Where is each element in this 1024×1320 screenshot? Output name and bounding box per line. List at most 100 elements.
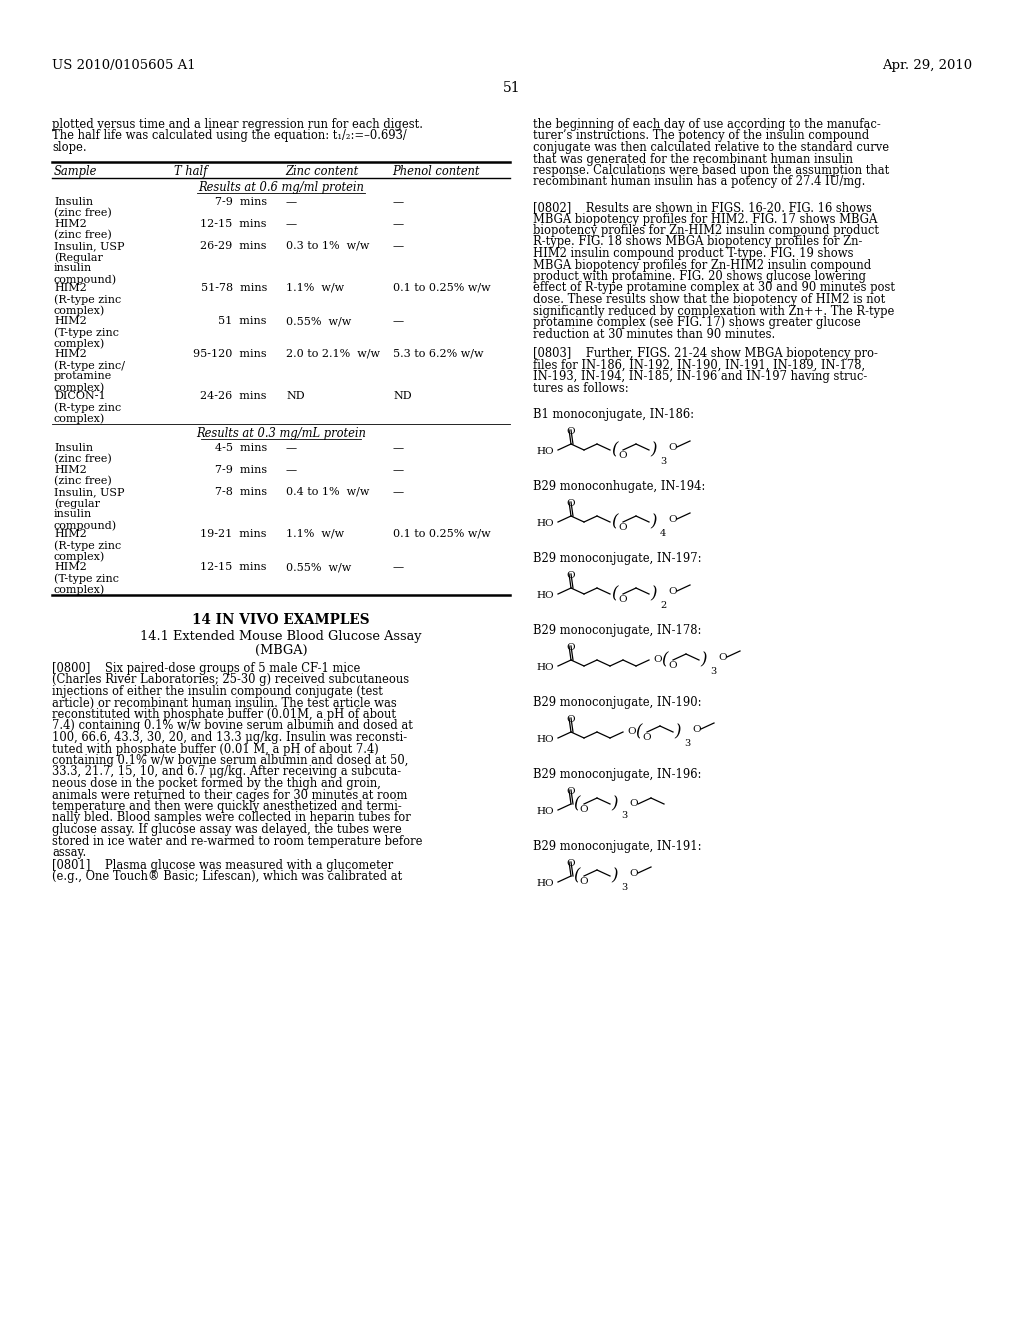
Text: 1.1%  w/w: 1.1% w/w [286,529,344,539]
Text: 24-26  mins: 24-26 mins [201,391,267,401]
Text: [0802]    Results are shown in FIGS. 16-20. FIG. 16 shows: [0802] Results are shown in FIGS. 16-20.… [534,201,871,214]
Text: (: ( [636,723,642,741]
Text: compound): compound) [54,520,117,531]
Text: containing 0.1% w/w bovine serum albumin and dosed at 50,: containing 0.1% w/w bovine serum albumin… [52,754,409,767]
Text: (: ( [611,441,618,458]
Text: —: — [393,465,404,475]
Text: ND: ND [393,391,412,401]
Text: (T-type zinc: (T-type zinc [54,327,119,338]
Text: assay.: assay. [52,846,86,859]
Text: insulin: insulin [54,263,92,273]
Text: Insulin, USP: Insulin, USP [54,242,125,251]
Text: —: — [393,562,404,572]
Text: 3: 3 [684,739,690,748]
Text: Apr. 29, 2010: Apr. 29, 2010 [882,59,972,73]
Text: B29 monoconjugate, IN-178:: B29 monoconjugate, IN-178: [534,624,701,638]
Text: B29 monoconjugate, IN-196:: B29 monoconjugate, IN-196: [534,768,701,781]
Text: complex): complex) [54,413,105,424]
Text: stored in ice water and re-warmed to room temperature before: stored in ice water and re-warmed to roo… [52,834,423,847]
Text: O: O [618,450,628,459]
Text: HO: HO [537,808,554,817]
Text: IN-193, IN-194, IN-185, IN-196 and IN-197 having struc-: IN-193, IN-194, IN-185, IN-196 and IN-19… [534,370,867,383]
Text: 0.3 to 1%  w/w: 0.3 to 1% w/w [286,242,370,251]
Text: injections of either the insulin compound conjugate (test: injections of either the insulin compoun… [52,685,383,698]
Text: 0.1 to 0.25% w/w: 0.1 to 0.25% w/w [393,282,490,293]
Text: 0.55%  w/w: 0.55% w/w [286,562,351,572]
Text: HIM2: HIM2 [54,529,87,539]
Text: (Charles River Laboratories; 25-30 g) received subcutaneous: (Charles River Laboratories; 25-30 g) re… [52,673,410,686]
Text: 19-21  mins: 19-21 mins [201,529,267,539]
Text: —: — [286,219,297,228]
Text: turer’s instructions. The potency of the insulin compound: turer’s instructions. The potency of the… [534,129,869,143]
Text: —: — [393,444,404,453]
Text: (: ( [572,796,580,813]
Text: B29 monoconhugate, IN-194:: B29 monoconhugate, IN-194: [534,480,706,492]
Text: 51: 51 [503,81,521,95]
Text: O: O [580,804,589,813]
Text: 1.1%  w/w: 1.1% w/w [286,282,344,293]
Text: (zinc free): (zinc free) [54,477,112,486]
Text: [0803]    Further, FIGS. 21-24 show MBGA biopotency pro-: [0803] Further, FIGS. 21-24 show MBGA bi… [534,347,878,360]
Text: 4-5  mins: 4-5 mins [215,444,267,453]
Text: O: O [618,523,628,532]
Text: (zinc free): (zinc free) [54,230,112,240]
Text: 0.4 to 1%  w/w: 0.4 to 1% w/w [286,487,370,498]
Text: ): ) [611,796,618,813]
Text: 3: 3 [710,667,716,676]
Text: ): ) [650,586,657,602]
Text: (R-type zinc/: (R-type zinc/ [54,360,125,371]
Text: O: O [668,515,677,524]
Text: recombinant human insulin has a potency of 27.4 IU/mg.: recombinant human insulin has a potency … [534,176,865,189]
Text: Sample: Sample [54,165,97,178]
Text: The half life was calculated using the equation: t₁/₂:=–0.693/: The half life was calculated using the e… [52,129,407,143]
Text: Results at 0.6 mg/ml protein: Results at 0.6 mg/ml protein [198,181,364,194]
Text: complex): complex) [54,338,105,348]
Text: the beginning of each day of use according to the manufac-: the beginning of each day of use accordi… [534,117,881,131]
Text: (: ( [662,652,669,668]
Text: O: O [669,660,677,669]
Text: 2.0 to 2.1%  w/w: 2.0 to 2.1% w/w [286,348,380,359]
Text: 7.4) containing 0.1% w/w bovine serum albumin and dosed at: 7.4) containing 0.1% w/w bovine serum al… [52,719,413,733]
Text: O: O [566,572,575,579]
Text: ): ) [650,513,657,531]
Text: HO: HO [537,879,554,888]
Text: O: O [566,426,575,436]
Text: O: O [692,725,700,734]
Text: animals were returned to their cages for 30 minutes at room: animals were returned to their cages for… [52,788,408,801]
Text: (T-type zinc: (T-type zinc [54,573,119,583]
Text: neous dose in the pocket formed by the thigh and groin,: neous dose in the pocket formed by the t… [52,777,381,789]
Text: B29 monoconjugate, IN-197:: B29 monoconjugate, IN-197: [534,552,701,565]
Text: HIM2: HIM2 [54,219,87,228]
Text: slope.: slope. [52,141,87,154]
Text: 95-120  mins: 95-120 mins [194,348,267,359]
Text: glucose assay. If glucose assay was delayed, the tubes were: glucose assay. If glucose assay was dela… [52,822,401,836]
Text: 51-78  mins: 51-78 mins [201,282,267,293]
Text: 7-9  mins: 7-9 mins [215,465,267,475]
Text: Insulin: Insulin [54,444,93,453]
Text: (: ( [611,513,618,531]
Text: Phenol content: Phenol content [392,165,479,178]
Text: ): ) [675,723,681,741]
Text: 51  mins: 51 mins [218,315,267,326]
Text: complex): complex) [54,381,105,392]
Text: —: — [286,465,297,475]
Text: —: — [393,219,404,228]
Text: MBGA biopotency profiles for Zn-HIM2 insulin compound: MBGA biopotency profiles for Zn-HIM2 ins… [534,259,871,272]
Text: O: O [566,643,575,652]
Text: tuted with phosphate buffer (0.01 M, a pH of about 7.4): tuted with phosphate buffer (0.01 M, a p… [52,742,379,755]
Text: R-type. FIG. 18 shows MBGA biopotency profiles for Zn-: R-type. FIG. 18 shows MBGA biopotency pr… [534,235,862,248]
Text: 3: 3 [621,883,628,892]
Text: (Regular: (Regular [54,252,102,263]
Text: insulin: insulin [54,510,92,519]
Text: 0.55%  w/w: 0.55% w/w [286,315,351,326]
Text: complex): complex) [54,305,105,315]
Text: 26-29  mins: 26-29 mins [201,242,267,251]
Text: 14.1 Extended Mouse Blood Glucose Assay: 14.1 Extended Mouse Blood Glucose Assay [140,630,422,643]
Text: dose. These results show that the biopotency of HIM2 is not: dose. These results show that the biopot… [534,293,886,306]
Text: (regular: (regular [54,498,100,508]
Text: 100, 66.6, 43.3, 30, 20, and 13.3 μg/kg. Insulin was reconsti-: 100, 66.6, 43.3, 30, 20, and 13.3 μg/kg.… [52,731,408,744]
Text: O: O [580,876,589,886]
Text: HO: HO [537,591,554,601]
Text: 4: 4 [660,529,667,539]
Text: 7-8  mins: 7-8 mins [215,487,267,498]
